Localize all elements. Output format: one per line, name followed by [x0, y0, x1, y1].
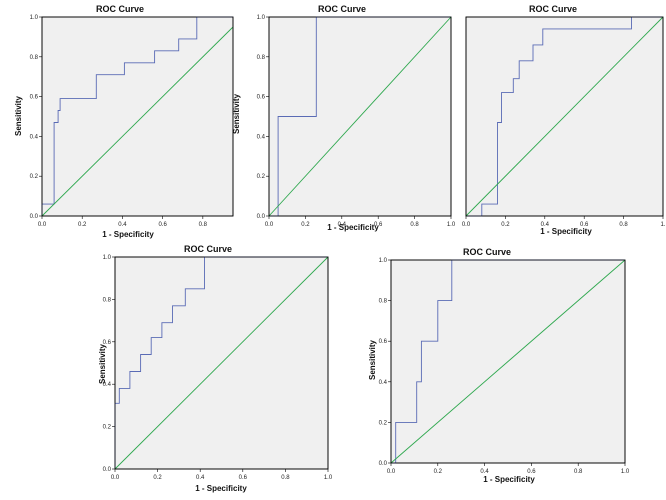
roc-chart-4-svg: ROC Curve 1 - Specificity Sensitivity 0.0 0.…: [98, 244, 333, 493]
x-tick-label: 0.4: [196, 475, 205, 481]
y-tick-label: 0.4: [30, 134, 39, 140]
roc-chart-3: ROC Curve 1 - Specificity 0.0 0.2 0.4 0.6 0.8 1…: [455, 0, 666, 245]
chart-title: ROC Curve: [184, 244, 232, 254]
y-axis-label: Sensitivity: [368, 339, 377, 380]
x-tick-label: 0.4: [118, 222, 127, 228]
y-tick-label: 0.6: [257, 95, 266, 101]
plot-border: [114, 256, 329, 470]
plot-border: [41, 16, 234, 217]
x-tick-label: 0.8: [410, 222, 419, 228]
y-axis-label: Sensitivity: [232, 93, 241, 134]
y-tick-label: 0.6: [103, 340, 112, 346]
y-tick-label: 1.0: [30, 15, 39, 21]
x-axis-label: 1 - Specificity: [195, 484, 247, 493]
roc-chart-3-svg: ROC Curve 1 - Specificity 0.0 0.2 0.4 0.6 0.8 1…: [462, 4, 666, 236]
y-tick-label: 0.0: [103, 467, 112, 473]
x-tick-label: 0.4: [338, 222, 347, 228]
x-tick-label: 0.0: [38, 222, 47, 228]
y-tick-label: 0.0: [379, 461, 388, 467]
x-tick-label: 0.2: [78, 222, 87, 228]
x-axis-label: 1 - Specificity: [102, 230, 154, 239]
plot-border: [390, 259, 626, 464]
y-tick-label: 0.6: [30, 95, 39, 101]
roc-chart-5-svg: ROC Curve 1 - Specificity Sensitivity 0.0 0.…: [368, 247, 630, 484]
x-tick-label: 1.0: [621, 469, 630, 475]
y-tick-label: 0.0: [257, 214, 266, 220]
y-tick-label: 0.8: [30, 55, 39, 61]
x-tick-label: 0.4: [480, 469, 489, 475]
x-tick-label: 0.2: [501, 222, 510, 228]
x-axis-label: 1 - Specificity: [483, 475, 535, 484]
x-tick-label: 0.8: [574, 469, 583, 475]
x-tick-label: 0.0: [387, 469, 396, 475]
x-tick-label: 0.2: [153, 475, 162, 481]
chart-title: ROC Curve: [96, 4, 144, 14]
y-tick-label: 0.8: [103, 297, 112, 303]
x-tick-label: 0.4: [541, 222, 550, 228]
reference-line: [114, 256, 329, 470]
y-tick-label: 1.0: [379, 258, 388, 264]
x-axis-label: 1 - Specificity: [540, 227, 592, 236]
roc-chart-4: ROC Curve 1 - Specificity Sensitivity 0.0 0.…: [78, 242, 346, 500]
y-tick-label: 0.0: [30, 214, 39, 220]
x-tick-label: 0.8: [619, 222, 628, 228]
y-tick-label: 1.0: [257, 15, 266, 21]
roc-curve-line: [466, 16, 663, 217]
reference-line: [465, 16, 664, 217]
x-tick-label: 0.0: [462, 222, 471, 228]
plot-area: [41, 16, 234, 217]
roc-chart-1-svg: ROC Curve 1 - Specificity Sensitivity 0.0 0.…: [14, 4, 234, 239]
y-tick-label: 0.4: [103, 382, 112, 388]
y-tick-label: 0.8: [379, 299, 388, 305]
x-tick-label: 0.8: [281, 475, 290, 481]
y-tick-label: 0.2: [103, 425, 112, 431]
x-tick-label: 0.6: [527, 469, 536, 475]
roc-curve-line: [41, 16, 233, 216]
x-tick-label: 0.2: [434, 469, 443, 475]
plot-border: [268, 16, 452, 217]
chart-title: ROC Curve: [318, 4, 366, 14]
reference-line: [390, 259, 626, 464]
x-tick-label: 0.0: [111, 475, 120, 481]
y-tick-label: 0.2: [257, 174, 266, 180]
y-tick-label: 0.2: [30, 174, 39, 180]
reference-line: [268, 16, 452, 217]
roc-curve-line: [391, 259, 625, 464]
roc-chart-5: ROC Curve 1 - Specificity Sensitivity 0.0 0.…: [347, 242, 647, 500]
y-tick-label: 0.2: [379, 420, 388, 426]
chart-title: ROC Curve: [463, 247, 511, 257]
x-tick-label: 0.6: [374, 222, 383, 228]
x-tick-label: 0.2: [301, 222, 310, 228]
x-tick-label: 0.6: [239, 475, 248, 481]
x-tick-label: 1.: [660, 222, 665, 228]
roc-curve-line: [114, 256, 328, 469]
y-tick-label: 1.0: [103, 255, 112, 261]
reference-line: [41, 26, 234, 217]
x-tick-label: 1.0: [324, 475, 333, 481]
x-tick-label: 0.6: [580, 222, 589, 228]
x-tick-label: 0.0: [265, 222, 274, 228]
y-tick-label: 0.6: [379, 339, 388, 345]
roc-chart-2-svg: ROC Curve 1 - Specificity Sensitivity 0.0 0.…: [232, 4, 456, 232]
x-tick-label: 0.8: [199, 222, 208, 228]
plot-border: [465, 16, 664, 217]
x-axis-label: 1 - Specificity: [327, 223, 379, 232]
y-tick-label: 0.4: [379, 380, 388, 386]
roc-chart-2: ROC Curve 1 - Specificity Sensitivity 0.0 0.…: [228, 0, 464, 245]
x-tick-label: 0.6: [158, 222, 167, 228]
x-tick-label: 1.0: [447, 222, 456, 228]
roc-chart-1: ROC Curve 1 - Specificity Sensitivity 0.0 0.…: [0, 0, 240, 245]
chart-title: ROC Curve: [529, 4, 577, 14]
y-tick-label: 0.8: [257, 55, 266, 61]
y-tick-label: 0.4: [257, 134, 266, 140]
y-axis-label: Sensitivity: [14, 95, 23, 136]
y-axis-label: Sensitivity: [98, 343, 107, 384]
